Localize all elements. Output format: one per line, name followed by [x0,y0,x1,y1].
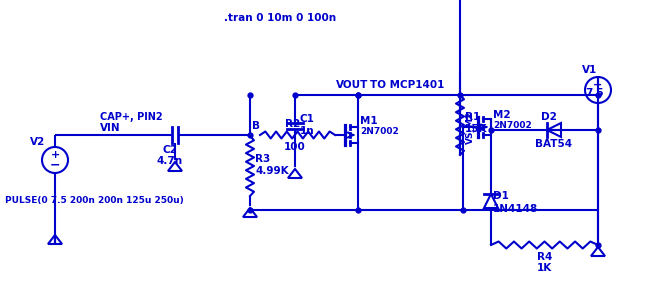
Text: B: B [252,121,260,131]
Text: C2: C2 [162,145,177,155]
Text: C1: C1 [300,114,315,124]
Text: 2N7002: 2N7002 [493,120,532,130]
Text: D1: D1 [493,191,509,201]
Text: PULSE(0 7.5 200n 200n 125u 250u): PULSE(0 7.5 200n 200n 125u 250u) [5,196,184,204]
Text: V2: V2 [30,137,46,147]
Text: M1: M1 [360,116,378,126]
Text: TO MCP1401: TO MCP1401 [370,80,445,90]
Text: D2: D2 [541,112,557,122]
Text: V1: V1 [582,65,597,75]
Text: CAP+, PIN2: CAP+, PIN2 [100,112,162,122]
Text: 4.7n: 4.7n [157,156,183,166]
Text: −: − [50,159,60,171]
Text: R1: R1 [465,112,480,122]
Text: 100: 100 [284,142,306,152]
Text: 15K: 15K [465,124,488,134]
Text: 1n: 1n [300,126,315,136]
Text: R4: R4 [537,252,552,262]
Text: +: + [593,80,603,90]
Text: VOUT: VOUT [336,80,369,90]
Text: VS_M2: VS_M2 [465,110,474,144]
Text: 1K: 1K [537,263,552,273]
Text: .tran 0 10m 0 100n: .tran 0 10m 0 100n [224,13,336,23]
Text: R3: R3 [255,154,270,164]
Text: 4.99K: 4.99K [255,166,289,176]
Text: VIN: VIN [100,123,121,133]
Text: 1N4148: 1N4148 [493,204,538,214]
Text: 2N7002: 2N7002 [360,127,398,135]
Text: M2: M2 [493,110,511,120]
Text: −: − [593,88,603,102]
Text: 7.5: 7.5 [586,88,604,98]
Text: BAT54: BAT54 [536,139,573,149]
Text: +: + [51,150,60,160]
Text: R2: R2 [285,119,300,129]
